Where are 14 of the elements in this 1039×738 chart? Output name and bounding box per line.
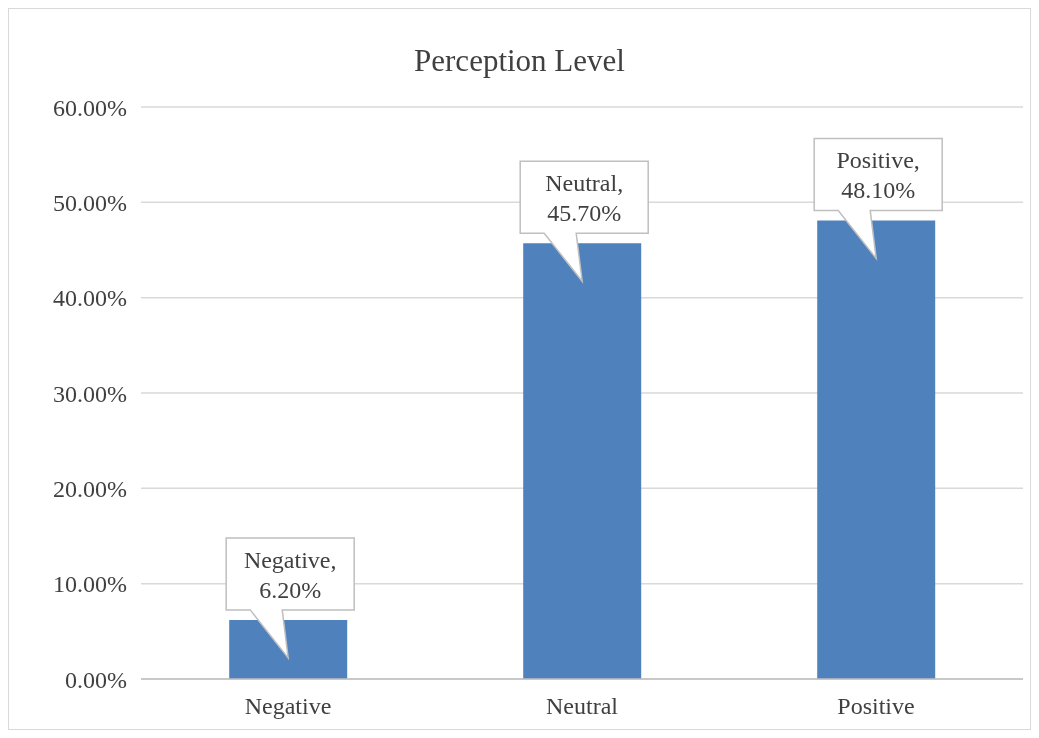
x-tick-label: Positive	[837, 693, 915, 720]
x-tick-label: Negative	[244, 693, 332, 720]
data-label: Positive, 48.10%	[836, 147, 920, 204]
x-tick-label: Neutral	[546, 693, 619, 720]
data-label: Neutral, 45.70%	[545, 170, 624, 227]
y-tick-label: 20.00%	[53, 475, 127, 502]
y-tick-label: 60.00%	[53, 94, 127, 121]
y-tick-label: 30.00%	[53, 380, 127, 407]
y-tick-label: 40.00%	[53, 285, 127, 312]
y-tick-label: 0.00%	[65, 666, 127, 693]
chart-title: Perception Level	[413, 43, 626, 79]
data-label: Negative, 6.20%	[243, 546, 337, 603]
y-tick-label: 50.00%	[53, 189, 127, 216]
y-tick-label: 10.00%	[53, 571, 127, 598]
